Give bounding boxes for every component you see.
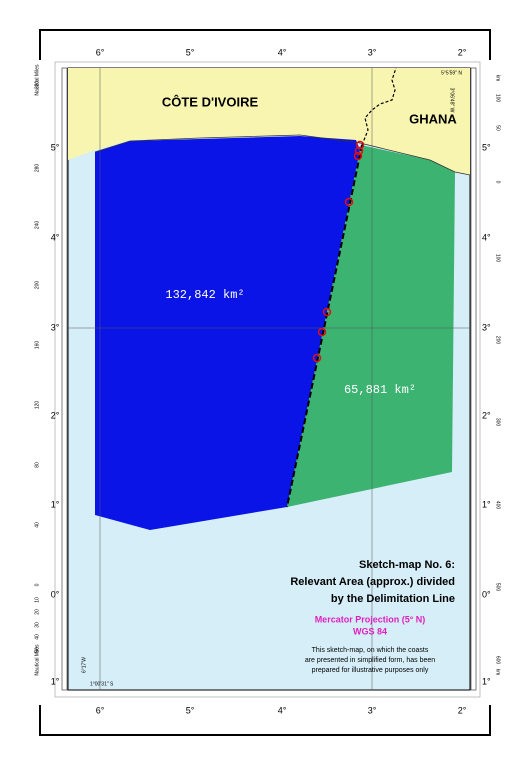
scale-label: 500 bbox=[495, 583, 501, 592]
turning-point bbox=[344, 197, 354, 207]
scale-label: 100 bbox=[495, 254, 501, 263]
legend: Sketch-map No. 6: Relevant Area (approx.… bbox=[290, 559, 455, 605]
coordinate-note: 6°17'W bbox=[81, 657, 87, 673]
country-label: CÔTE D'IVOIRE bbox=[162, 94, 259, 109]
scale-strip bbox=[61, 67, 68, 691]
scale-label: 300 bbox=[495, 418, 501, 427]
latitude-label: 3° bbox=[482, 322, 491, 332]
scale-label: 30 bbox=[34, 622, 40, 628]
delimitation-line bbox=[286, 144, 363, 508]
longitude-label: 5° bbox=[186, 47, 195, 57]
frame bbox=[39, 705, 491, 736]
scale-label: 10 bbox=[34, 597, 40, 603]
turning-points bbox=[312, 140, 365, 363]
scale-label: 40 bbox=[34, 522, 40, 528]
coordinate-note: 5°5'59" N bbox=[441, 70, 462, 76]
note: prepared for illustrative purposes only bbox=[312, 667, 429, 674]
scale-label: 240 bbox=[34, 221, 40, 230]
longitude-label: 2° bbox=[458, 705, 467, 715]
area-cote-divoire bbox=[95, 136, 360, 530]
scale-label: 50 bbox=[495, 125, 501, 131]
projection: WGS 84 bbox=[353, 626, 387, 636]
inner-frame bbox=[54, 61, 481, 698]
turning-point bbox=[322, 307, 332, 317]
latitude-label: 0° bbox=[482, 589, 491, 599]
latitude-label: 1° bbox=[482, 499, 491, 509]
turning-point bbox=[353, 151, 363, 161]
latitude-label: 2° bbox=[482, 410, 491, 420]
longitude-label: 4° bbox=[278, 47, 287, 57]
coordinate-note: 3°06'48" W bbox=[449, 88, 455, 113]
longitude-label: 4° bbox=[278, 705, 287, 715]
longitude-label: 3° bbox=[368, 705, 377, 715]
latitude-label: 2° bbox=[51, 410, 60, 420]
scale-label: 400 bbox=[495, 501, 501, 510]
scale-label: 160 bbox=[34, 341, 40, 350]
area-ghana bbox=[287, 145, 455, 507]
scale-title: km bbox=[495, 669, 501, 676]
frame bbox=[39, 29, 491, 60]
latitude-label: 0° bbox=[51, 589, 60, 599]
country-label: GHANA bbox=[409, 111, 457, 126]
scale-title: km bbox=[495, 75, 501, 82]
scale-label: 40 bbox=[34, 634, 40, 640]
scale-label: 0 bbox=[495, 181, 501, 184]
turning-point bbox=[354, 146, 364, 156]
turning-point bbox=[317, 327, 327, 337]
longitude-label: 5° bbox=[186, 705, 195, 715]
note: This sketch-map, on which the coasts bbox=[312, 647, 429, 654]
land-border bbox=[361, 67, 397, 146]
turning-point bbox=[355, 140, 365, 150]
scale-title: Nautical Miles bbox=[34, 64, 40, 96]
longitude-label: 2° bbox=[458, 47, 467, 57]
latitude-label: 1° bbox=[482, 676, 491, 686]
land bbox=[68, 68, 470, 175]
scale-label: 80 bbox=[34, 462, 40, 468]
area-label: 65,881 km² bbox=[344, 383, 416, 397]
note: are presented in simplified form, has be… bbox=[305, 657, 435, 664]
scale-label: 280 bbox=[34, 164, 40, 173]
scale-label: 100 bbox=[495, 94, 501, 103]
scale-label: 600 bbox=[495, 656, 501, 665]
scale-label: 20 bbox=[34, 609, 40, 615]
legend-title: Relevant Area (approx.) divided bbox=[290, 576, 455, 588]
longitude-label: 6° bbox=[96, 705, 105, 715]
turning-point bbox=[312, 353, 322, 363]
coastline bbox=[94, 134, 471, 176]
scale-label: 50 bbox=[34, 647, 40, 653]
latitude-label: 1° bbox=[51, 676, 60, 686]
scale-label: 200 bbox=[34, 281, 40, 290]
latitude-label: 1° bbox=[51, 499, 60, 509]
latitude-label: 4° bbox=[51, 232, 60, 242]
legend-title: by the Delimitation Line bbox=[331, 593, 455, 605]
projection: Mercator Projection (5° N) bbox=[315, 614, 426, 624]
legend-details: Mercator Projection (5° N) WGS 84 This s… bbox=[305, 614, 435, 673]
scale-strip bbox=[470, 67, 477, 691]
latitude-label: 4° bbox=[482, 232, 491, 242]
legend-title: Sketch-map No. 6: bbox=[359, 559, 455, 571]
area-label: 132,842 km² bbox=[165, 288, 244, 302]
scale-label: 320 bbox=[34, 81, 40, 90]
scale-label: 120 bbox=[34, 401, 40, 410]
longitude-label: 3° bbox=[368, 47, 377, 57]
scale-label: 200 bbox=[495, 336, 501, 345]
latitude-label: 5° bbox=[482, 142, 491, 152]
scale-label: 0 bbox=[34, 583, 40, 586]
latitude-label: 3° bbox=[51, 322, 60, 332]
longitude-label: 6° bbox=[96, 47, 105, 57]
scale-title: Nautical Miles bbox=[34, 644, 40, 676]
coordinate-note: 1°00'31" S bbox=[90, 681, 114, 687]
latitude-label: 5° bbox=[51, 142, 60, 152]
